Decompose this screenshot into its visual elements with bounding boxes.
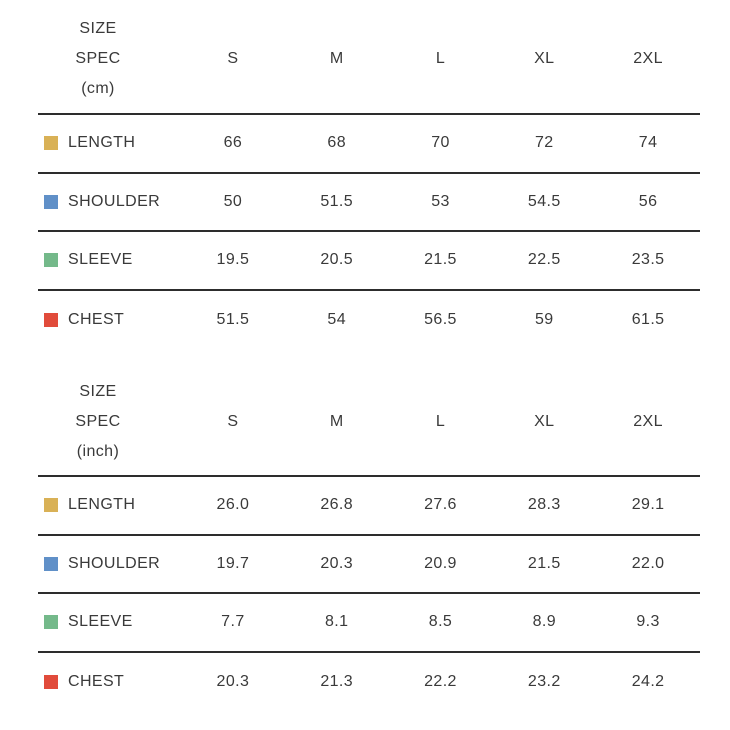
cell-value: 9.3 (636, 613, 660, 631)
shoulder-color-swatch-icon (44, 556, 58, 571)
row-label: CHEST (68, 310, 125, 328)
cell-value: 8.9 (532, 613, 557, 631)
chest-color-swatch-icon (44, 312, 58, 327)
cell-value: 19.5 (216, 251, 250, 269)
title-line-2: SPEC (75, 50, 121, 67)
cell-value: 54 (327, 310, 346, 328)
title-line-3: (cm) (81, 80, 115, 97)
cell-value: 22.5 (527, 251, 561, 269)
table-row-sleeve-cm: SLEEVE 19.5 20.5 21.5 22.5 23.5 (38, 232, 700, 291)
cell-value: 24.2 (631, 672, 665, 690)
column-header-l: L (435, 413, 446, 430)
column-header-xl: XL (534, 413, 555, 430)
row-label-cell: SHOULDER (38, 193, 181, 211)
length-color-swatch-icon (44, 498, 58, 513)
row-label: SHOULDER (68, 554, 161, 572)
cell-value: 53 (431, 192, 450, 210)
row-label-cell: CHEST (38, 311, 181, 329)
row-label: LENGTH (68, 496, 136, 514)
table-row-sleeve-inch: SLEEVE 7.7 8.1 8.5 8.9 9.3 (38, 594, 700, 653)
cell-value: 59 (534, 310, 554, 328)
cell-value: 72 (534, 134, 554, 152)
table-row-chest-cm: CHEST 51.5 54 56.5 59 61.5 (38, 291, 700, 350)
table-row-shoulder-inch: SHOULDER 19.7 20.3 20.9 21.5 22.0 (38, 536, 700, 594)
cell-value: 20.3 (320, 554, 354, 572)
cell-value: 21.3 (320, 672, 354, 690)
cell-value: 66 (223, 134, 243, 152)
length-color-swatch-icon (44, 136, 58, 151)
row-label-cell: SHOULDER (38, 555, 181, 573)
cell-value: 56 (638, 192, 658, 210)
table-header-cm: SIZE SPEC (cm) S M L XL 2XL (38, 0, 700, 115)
cell-value: 20.9 (424, 554, 457, 572)
row-label-cell: CHEST (38, 673, 181, 691)
row-label-cell: SLEEVE (38, 613, 181, 631)
row-label: SLEEVE (68, 251, 133, 269)
title-line-1: SIZE (79, 383, 117, 400)
cell-value: 8.5 (428, 613, 453, 631)
table-row-shoulder-cm: SHOULDER 50 51.5 53 54.5 56 (38, 174, 700, 232)
row-label: SLEEVE (68, 613, 133, 631)
column-header-s: S (227, 50, 239, 67)
cell-value: 70 (431, 134, 450, 152)
cell-value: 28.3 (527, 496, 561, 514)
table-title-cm: SIZE SPEC (cm) (38, 14, 181, 104)
table-title-inch: SIZE SPEC (inch) (38, 377, 181, 467)
table-row-chest-inch: CHEST 20.3 21.3 22.2 23.2 24.2 (38, 653, 700, 712)
column-header-2xl: 2XL (633, 413, 663, 430)
title-line-3: (inch) (76, 443, 120, 460)
cell-value: 21.5 (424, 251, 457, 269)
cell-value: 54.5 (527, 192, 561, 210)
cell-value: 51.5 (216, 310, 250, 328)
row-label-cell: LENGTH (38, 134, 181, 152)
column-header-m: M (329, 50, 344, 67)
row-label-cell: LENGTH (38, 496, 181, 514)
sleeve-color-swatch-icon (44, 615, 58, 630)
cell-value: 29.1 (631, 496, 665, 514)
cell-value: 26.0 (216, 496, 250, 514)
column-header-s: S (227, 413, 239, 430)
column-header-2xl: 2XL (633, 50, 663, 67)
cell-value: 22.2 (424, 672, 457, 690)
cell-value: 20.3 (216, 672, 250, 690)
cell-value: 23.5 (631, 251, 665, 269)
cell-value: 26.8 (320, 496, 354, 514)
cell-value: 23.2 (527, 672, 561, 690)
cell-value: 50 (223, 192, 243, 210)
cell-value: 61.5 (631, 310, 665, 328)
title-line-1: SIZE (79, 20, 117, 37)
row-label: LENGTH (68, 134, 136, 152)
sleeve-color-swatch-icon (44, 253, 58, 268)
column-header-xl: XL (534, 50, 555, 67)
cell-value: 68 (327, 134, 346, 152)
chest-color-swatch-icon (44, 674, 58, 689)
cell-value: 27.6 (424, 496, 457, 514)
cell-value: 20.5 (320, 251, 354, 269)
table-header-inch: SIZE SPEC (inch) S M L XL 2XL (38, 349, 700, 477)
cell-value: 56.5 (424, 310, 457, 328)
table-row-length-cm: LENGTH 66 68 70 72 74 (38, 115, 700, 174)
shoulder-color-swatch-icon (44, 194, 58, 209)
row-label-cell: SLEEVE (38, 251, 181, 269)
cell-value: 7.7 (221, 613, 245, 631)
row-label: SHOULDER (68, 192, 161, 210)
size-table-inch: SIZE SPEC (inch) S M L XL 2XL LENGTH 26.… (38, 349, 700, 711)
column-header-m: M (329, 413, 344, 430)
size-table-cm: SIZE SPEC (cm) S M L XL 2XL LENGTH 66 68… (38, 0, 700, 349)
cell-value: 51.5 (320, 192, 354, 210)
row-label: CHEST (68, 672, 125, 690)
cell-value: 22.0 (631, 554, 665, 572)
cell-value: 21.5 (527, 554, 561, 572)
cell-value: 74 (638, 134, 658, 152)
cell-value: 8.1 (324, 613, 349, 631)
table-row-length-inch: LENGTH 26.0 26.8 27.6 28.3 29.1 (38, 477, 700, 536)
title-line-2: SPEC (75, 413, 121, 430)
column-header-l: L (435, 50, 446, 67)
cell-value: 19.7 (216, 554, 250, 572)
